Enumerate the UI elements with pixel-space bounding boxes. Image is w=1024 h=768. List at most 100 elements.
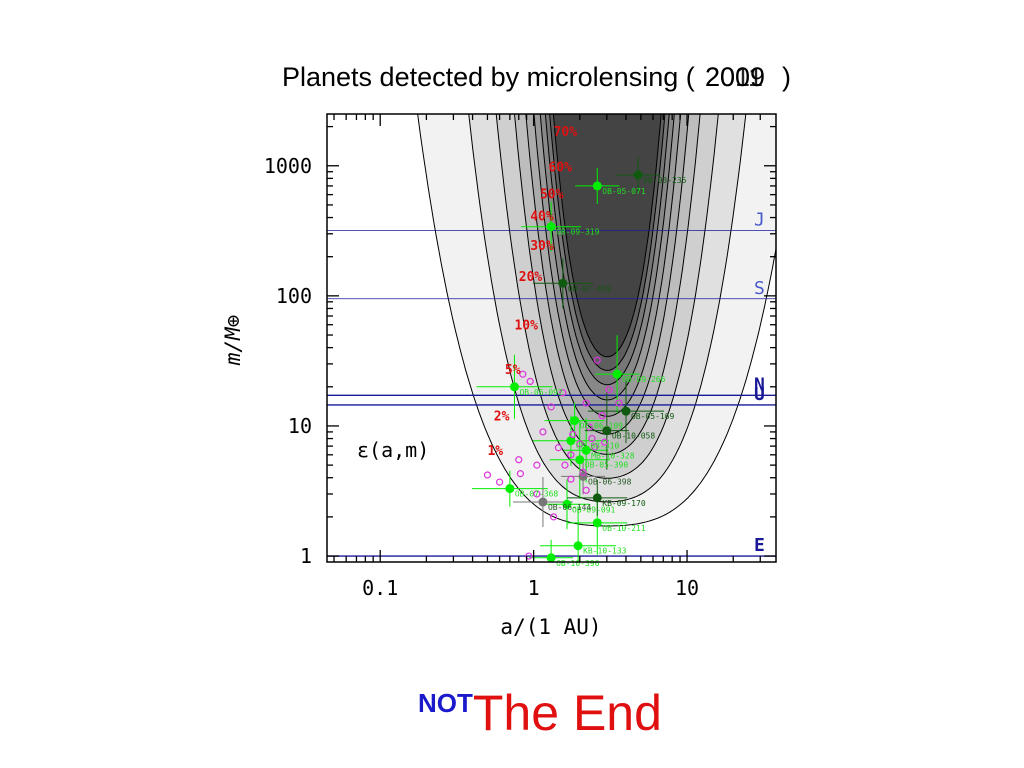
candidate-point [588, 434, 596, 443]
planet-label: KB-10-133 [583, 547, 627, 556]
y-tick-label: 100 [276, 284, 312, 308]
planet-label: MB-10-328 [591, 451, 635, 460]
candidate-point [569, 430, 577, 439]
planet-point [566, 436, 576, 446]
planet-point [612, 369, 622, 379]
candidate-point [483, 471, 492, 479]
contour-label: 50% [540, 188, 564, 203]
planet-label: OB-06-398 [588, 477, 632, 486]
efficiency-contours [327, 114, 776, 562]
planet-point [633, 170, 643, 180]
x-tick-label: 0.1 [362, 576, 398, 600]
planet-label: OB-10-058 [612, 432, 656, 441]
not-label: NOT [418, 688, 473, 718]
planet-letter-E: E [754, 535, 765, 556]
candidate-point [591, 443, 599, 451]
planet-point [592, 181, 602, 191]
planet-point [602, 426, 612, 436]
closing-remark: NOTThe End [418, 684, 662, 742]
contour-label: 1% [487, 444, 503, 459]
planet-label: OB-09-091 [572, 505, 616, 514]
candidate-point [559, 389, 567, 397]
candidate-point [605, 386, 613, 394]
planet-label: OB-06-144 [548, 503, 592, 512]
candidate-point [582, 399, 590, 407]
planet-letter-N: N [754, 374, 765, 395]
contour-label: 70% [554, 125, 578, 140]
candidate-point [600, 438, 609, 446]
candidate-point [579, 468, 587, 476]
planet-labels: OB-05-071 OB-09-319 OB-06-092 OB-09-266 OB-0… [515, 176, 687, 568]
y-axis-label: m/M⊕ [221, 315, 245, 367]
candidate-point [593, 356, 601, 364]
planet-point [592, 493, 602, 503]
planet-point [575, 455, 585, 465]
contour-label: 30% [530, 239, 554, 254]
contour-label: 20% [519, 270, 543, 285]
planet-label: OB-06-092 [519, 388, 563, 397]
planet-label: OB-09-266 [622, 375, 666, 384]
candidate-point [516, 470, 525, 478]
planet-letter-S: S [754, 278, 765, 299]
planet-letter-U: U [754, 384, 765, 405]
candidate-point [561, 461, 569, 469]
candidate-point [582, 486, 590, 494]
y-tick-label: 1 [300, 544, 312, 568]
candidate-point [567, 451, 575, 459]
planet-label: OB-08-310 [576, 442, 620, 451]
chart-title: Planets detected by microlensing ( 2009 … [282, 62, 791, 93]
planet-point [509, 382, 519, 392]
candidate-point [515, 456, 523, 464]
candidate-point [495, 478, 504, 486]
candidate-point [598, 412, 606, 420]
contour-label: 40% [530, 209, 554, 224]
planet-label: OB-06-109 [580, 422, 624, 431]
planet-point [546, 222, 556, 232]
planet-point [505, 484, 515, 494]
title-main: Planets detected by microlensing ( [282, 62, 695, 92]
candidate-point [554, 444, 562, 452]
planet-point [558, 278, 568, 288]
the-end-label: The End [472, 685, 662, 741]
candidate-point [550, 513, 558, 521]
planet-label: OB-05-071 [602, 187, 646, 196]
contour-label: 10% [514, 319, 538, 334]
planet-label: OB-10-211 [602, 524, 646, 533]
x-tick-label: 1 [528, 576, 540, 600]
planet-letter-J: J [754, 209, 765, 230]
efficiency-label: ε(a,m) [357, 438, 429, 462]
planet-label: OB-07-459 [568, 284, 612, 293]
candidate-point [519, 370, 527, 378]
candidate-point [533, 461, 541, 469]
candidate-point [525, 552, 533, 560]
planet-point [546, 553, 556, 563]
planet-point [538, 497, 548, 507]
planet-points [483, 170, 643, 563]
title-year-a: 2009 [705, 62, 766, 92]
planet-point [562, 499, 572, 509]
y-tick-label: 1000 [264, 154, 312, 178]
candidate-point [567, 475, 575, 483]
candidate-point [533, 490, 541, 498]
candidate-point [539, 428, 547, 436]
candidate-point [576, 440, 584, 448]
plot-frame [326, 113, 777, 563]
contour-label: 2% [494, 410, 510, 425]
title-year-b: 2011 [705, 62, 764, 92]
planet-label: OB-09-319 [556, 228, 600, 237]
planet-point [621, 406, 631, 416]
contour-label: 5% [505, 363, 521, 378]
y-tick-label: 10 [288, 414, 312, 438]
candidate-point [526, 377, 534, 386]
candidate-point [585, 423, 593, 431]
axis-ticks [327, 114, 776, 562]
planet-label: KB-09-170 [602, 499, 646, 508]
contour-label: 60% [548, 161, 572, 176]
planet-point [581, 445, 591, 455]
axis-tick-labels: 0.1 1 10 1 10 100 1000 [264, 154, 699, 600]
planet-label: OB-10-396 [556, 559, 600, 568]
planet-point [570, 416, 580, 426]
planet-label: OB-07-368 [515, 490, 559, 499]
candidate-point [615, 399, 623, 407]
